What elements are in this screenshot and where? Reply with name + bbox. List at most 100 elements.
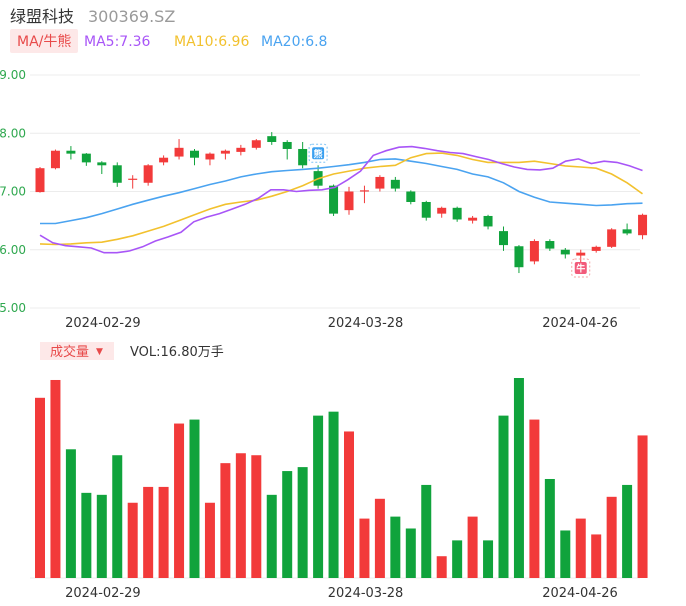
stock-code: 300369.SZ	[88, 7, 175, 26]
volume-bar	[529, 419, 540, 578]
candle-body	[499, 231, 508, 246]
price-tick-label: 6.00	[0, 243, 26, 257]
volume-bar	[591, 534, 602, 578]
candle-body	[483, 215, 493, 227]
volume-bar	[112, 455, 123, 578]
price-date-axis: 2024-02-29 2024-03-28 2024-04-26	[65, 316, 618, 331]
volume-bar	[483, 540, 494, 578]
candle-body	[607, 229, 617, 247]
candle-body	[576, 252, 586, 256]
volume-bar	[405, 528, 416, 578]
candle-body	[35, 168, 45, 193]
volume-bar	[498, 415, 509, 578]
volume-bar	[606, 496, 617, 578]
candle-body	[344, 191, 354, 211]
volume-bar	[50, 379, 61, 578]
candle-body	[452, 207, 462, 220]
volume-bar	[282, 471, 293, 578]
candle-body	[81, 153, 91, 163]
candle-body	[205, 153, 215, 160]
volume-bar	[622, 484, 633, 578]
candlestick-series	[35, 132, 648, 274]
candle-body	[359, 190, 369, 192]
price-tick-label: 7.00	[0, 185, 26, 199]
volume-indicator-button[interactable]: 成交量 ▼	[40, 342, 114, 360]
volume-bar	[390, 516, 401, 578]
candle-body	[159, 157, 169, 163]
date-tick-label: 2024-03-28	[328, 586, 404, 601]
candle-body	[591, 246, 601, 251]
volume-bar	[158, 486, 169, 578]
volume-bar	[266, 494, 277, 578]
candle-body	[236, 147, 246, 152]
candle-body	[267, 136, 277, 142]
volume-bar	[467, 516, 478, 578]
date-tick-label: 2024-04-26	[542, 316, 618, 331]
price-tick-label: 5.00	[0, 301, 26, 315]
volume-bar	[81, 492, 92, 578]
candle-body	[251, 140, 261, 148]
moving-average-lines	[39, 145, 643, 254]
volume-bar	[297, 467, 308, 578]
volume-bar	[560, 530, 571, 578]
candle-body	[421, 201, 431, 218]
candle-body	[545, 241, 555, 249]
volume-bar	[174, 423, 185, 578]
volume-bar	[575, 518, 586, 578]
candle-body	[190, 150, 199, 158]
candle-body	[622, 229, 632, 234]
date-tick-label: 2024-04-26	[542, 586, 618, 601]
candle-body	[220, 150, 230, 154]
volume-bar	[513, 378, 524, 578]
candle-body	[390, 179, 400, 189]
volume-bar	[235, 453, 246, 578]
volume-bar	[220, 463, 231, 578]
candle-body	[468, 217, 478, 221]
candle-body	[298, 148, 308, 166]
volume-bar	[328, 411, 339, 578]
ma10-legend: MA10:6.96	[174, 34, 249, 50]
volume-bar	[96, 494, 107, 578]
volume-bar	[204, 502, 215, 578]
candle-body	[112, 165, 122, 183]
volume-bar	[436, 556, 447, 578]
candle-body	[282, 141, 292, 149]
price-axis-ticks: 9.00 8.00 7.00 6.00 5.00	[0, 68, 26, 315]
candle-body	[50, 150, 60, 169]
date-tick-label: 2024-02-29	[65, 316, 141, 331]
volume-value: VOL:16.80万手	[130, 345, 224, 360]
stock-name: 绿盟科技	[10, 7, 74, 26]
volume-bar	[251, 455, 262, 578]
candle-body	[375, 176, 385, 189]
volume-bar	[143, 486, 154, 578]
volume-bar	[637, 435, 648, 578]
volume-bar	[313, 415, 324, 578]
volume-date-axis: 2024-02-29 2024-03-28 2024-04-26	[65, 586, 618, 601]
volume-bar	[421, 484, 432, 578]
ma20-line	[40, 158, 643, 225]
volume-bar	[65, 449, 76, 578]
ma5-legend: MA5:7.36	[84, 34, 151, 50]
volume-bar	[374, 498, 385, 578]
date-tick-label: 2024-03-28	[328, 316, 404, 331]
candle-body	[560, 249, 570, 255]
volume-bar	[127, 502, 138, 578]
candle-body	[529, 241, 539, 262]
ma-indicator-label: MA/牛熊	[17, 34, 71, 50]
bull-marker-label: 牛	[576, 263, 585, 275]
volume-bar	[452, 540, 463, 578]
candle-body	[174, 147, 184, 157]
bear-marker-label: 熊	[314, 148, 323, 160]
bull-marker-frame	[571, 258, 591, 278]
date-tick-label: 2024-02-29	[65, 586, 141, 601]
ma-indicator-button[interactable]: MA/牛熊	[10, 29, 78, 53]
candle-body	[329, 185, 339, 214]
candle-body	[638, 214, 648, 236]
candle-body	[143, 165, 153, 183]
ma10-line	[39, 152, 643, 246]
ma20-legend: MA20:6.8	[261, 34, 327, 50]
bear-marker-frame	[308, 143, 328, 163]
volume-bar	[35, 397, 45, 578]
candle-body	[66, 150, 76, 154]
candle-body	[514, 246, 524, 268]
